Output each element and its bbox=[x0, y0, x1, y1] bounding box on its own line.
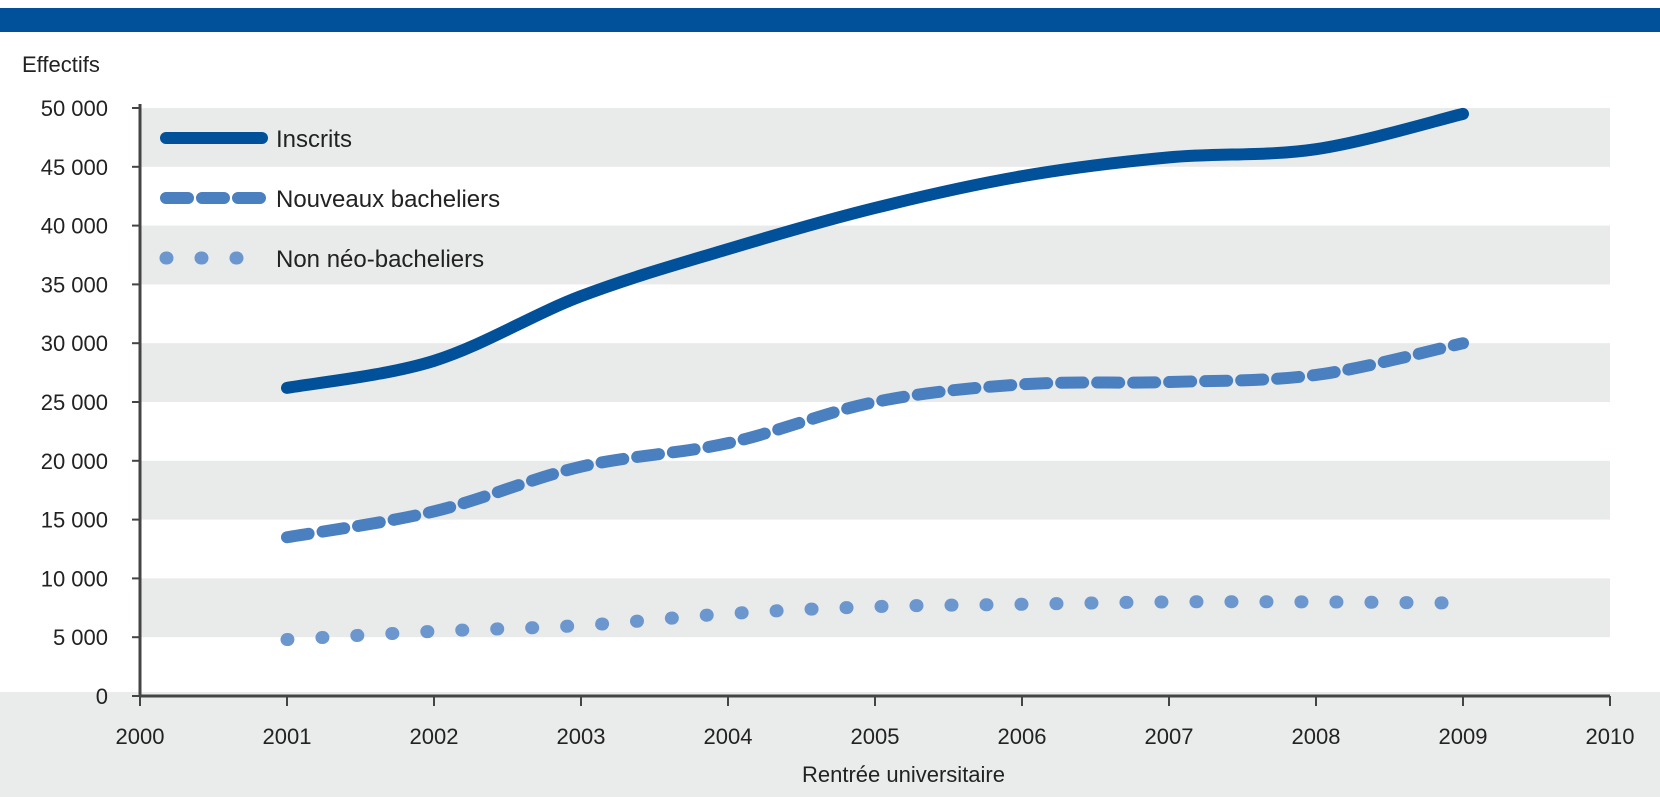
x-tick-label: 2010 bbox=[1586, 724, 1635, 749]
legend-label-1: Inscrits bbox=[276, 126, 352, 153]
x-tick-label: 2008 bbox=[1292, 724, 1341, 749]
y-tick-label: 25 000 bbox=[41, 390, 108, 415]
legend-label-3: Non néo-bacheliers bbox=[276, 246, 484, 273]
y-tick-label: 10 000 bbox=[41, 566, 108, 591]
y-axis-label: Effectifs bbox=[22, 52, 100, 77]
y-tick-label: 35 000 bbox=[41, 272, 108, 297]
x-tick-label: 2002 bbox=[410, 724, 459, 749]
y-tick-label: 40 000 bbox=[41, 214, 108, 239]
x-tick-label: 2007 bbox=[1145, 724, 1194, 749]
title-bar bbox=[0, 8, 1660, 32]
x-tick-label: 2004 bbox=[704, 724, 753, 749]
x-tick-label: 2005 bbox=[851, 724, 900, 749]
grid-band bbox=[140, 225, 1610, 285]
y-tick-label: 15 000 bbox=[41, 508, 108, 533]
x-tick-label: 2006 bbox=[998, 724, 1047, 749]
y-tick-label: 0 bbox=[96, 684, 108, 709]
x-axis-band bbox=[0, 692, 1660, 797]
series-line-2 bbox=[281, 337, 1469, 544]
top-band bbox=[0, 0, 1660, 6]
x-tick-label: 2003 bbox=[557, 724, 606, 749]
x-tick-label: 2000 bbox=[116, 724, 165, 749]
legend-label-2: Nouveaux bacheliers bbox=[276, 186, 500, 213]
x-axis-label: Rentrée universitaire bbox=[802, 762, 1005, 787]
y-tick-label: 20 000 bbox=[41, 449, 108, 474]
y-tick-label: 45 000 bbox=[41, 155, 108, 180]
x-tick-label: 2001 bbox=[263, 724, 312, 749]
grid-band bbox=[140, 460, 1610, 520]
y-tick-label: 5 000 bbox=[53, 625, 108, 650]
y-tick-label: 50 000 bbox=[41, 96, 108, 121]
x-tick-label: 2009 bbox=[1439, 724, 1488, 749]
y-tick-label: 30 000 bbox=[41, 331, 108, 356]
